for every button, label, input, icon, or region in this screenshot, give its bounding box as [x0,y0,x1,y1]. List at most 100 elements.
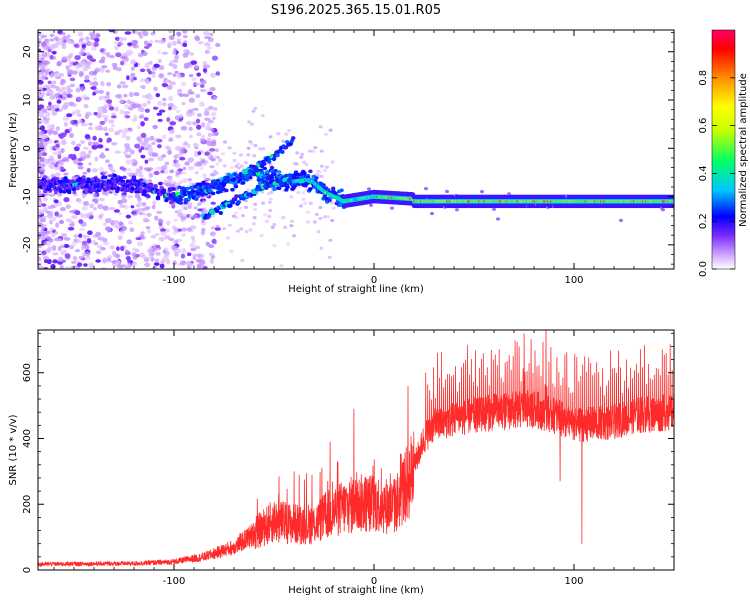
spectrogram-cell [95,231,102,237]
spectrogram-cell [121,84,129,89]
spectrogram-cell [110,169,116,173]
spectrogram-cell [129,227,135,233]
spectrogram-cell [158,73,165,79]
spectrogram-cell [329,201,334,205]
spectrogram-cell [162,249,167,254]
spectrogram-cell [120,194,127,199]
spectrogram-cell [181,101,186,106]
spectrogram-cell [333,191,338,196]
spectrogram-cell [236,162,241,166]
spectrogram-cell [38,200,41,204]
spectrogram-cell [108,106,115,111]
spectrogram-cell [134,143,141,149]
spectrogram-cell [78,219,84,224]
spectrogram-cell [194,35,200,40]
spectrogram-cell [70,220,75,225]
spectrogram-cell [38,54,43,58]
spectrogram-cell [81,175,86,179]
spectrogram-cell [192,107,199,111]
spectrogram-cell [168,95,174,102]
spectrogram-cell [83,103,89,109]
spectrogram-cell [90,58,97,62]
spectrogram-cell [135,168,140,173]
spectrogram-cell [39,125,45,131]
spectrogram-cell [133,114,138,121]
spectrogram-cell [60,244,65,249]
spectrogram-cell [97,111,102,115]
spectrogram-cell [161,134,167,140]
spectrogram-cell [236,229,240,233]
spectrogram-cell [82,252,86,258]
spectrogram-cell [139,68,146,73]
spectrogram-cell [194,82,201,87]
spectrogram-cell [244,230,249,234]
spectrogram-cell [151,152,159,158]
spectrogram-cell [92,81,99,87]
spectrogram-cell [233,197,238,202]
spectrogram-cell [179,113,183,119]
spectrogram-cell [158,219,164,224]
spectrogram-cell [185,186,191,191]
spectrogram-cell [122,52,127,57]
spectrogram-cell [74,61,79,65]
spectrogram-cell [251,109,256,113]
spectrogram-cell [126,168,133,172]
spectrogram-cell [283,225,288,229]
spectrogram-cell [116,246,120,251]
spectrogram-cell [152,106,159,110]
spectrogram-cell [137,31,142,36]
spectrogram-cell [86,167,91,173]
snr-xtick-label: 100 [564,576,583,587]
spectrogram-cell [187,64,193,69]
spectrogram-cell [318,216,323,220]
spectrogram-cell [308,187,313,191]
spectrogram-cell [158,181,163,186]
spectrogram-cell [207,178,212,182]
spectrogram-cell [52,80,57,85]
spectrogram-cell [55,126,60,131]
spectrogram-cell [65,204,71,210]
spectrogram-cell [124,154,132,159]
spectrogram-cell [68,245,74,250]
spectrogram-cell [123,93,128,98]
spectrogram-cell [41,92,46,96]
spectrogram-cell [73,159,78,165]
snr-xtick-label: 0 [371,576,377,587]
spectrogram-cell [191,77,197,82]
spectrogram-cell [91,168,99,173]
spectrogram-cell [189,51,195,56]
spectrogram-cell [49,94,56,100]
spectrogram-cell [111,123,116,128]
spectrogram-cell [51,244,57,249]
spectrogram-cell [118,36,124,42]
spectrogram-cell [168,137,174,142]
spectrogram-cell [115,224,121,230]
spectrogram-cell [188,126,193,131]
spectrogram-cell [157,49,162,54]
spectrogram-cell [102,114,109,119]
spectrogram-cell [158,236,165,242]
spectrogram-cell [248,175,253,180]
spectrogram-cell [173,58,179,64]
spectrogram-cell [74,123,79,127]
spectrogram-cell [126,75,130,81]
spectrogram-cell [211,238,217,244]
spectrogram-cell [281,216,286,220]
spectrogram-cell [107,127,115,133]
spectrogram-cell [42,84,49,89]
spectrogram-cell [301,191,306,195]
spectrogram-cell [289,224,294,228]
spectrogram-cell [253,144,258,148]
spectrogram-cell [99,154,106,159]
spectrogram-cell [92,141,99,146]
spectrogram-cell [181,227,187,232]
spectrogram-cell [50,83,56,89]
spectrogram-cell [55,222,60,228]
spectrogram-cell [83,201,89,206]
spectrogram-cell [99,127,104,131]
spectrogram-cell [326,215,331,219]
spectrogram-cell [71,215,78,219]
spectrogram-ytick-label: 10 [22,94,33,107]
spectrogram-cell [120,60,125,66]
spectrogram-cell [196,124,202,130]
